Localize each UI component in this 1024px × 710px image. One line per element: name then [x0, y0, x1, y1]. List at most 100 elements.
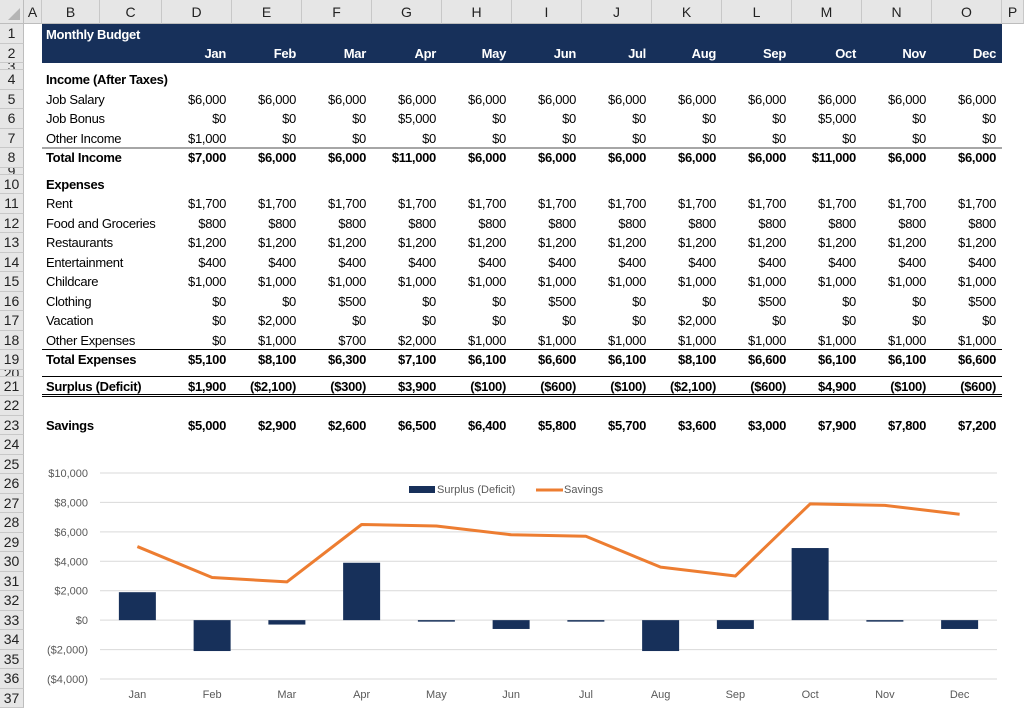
- cell-savings-jul[interactable]: $5,700: [608, 417, 646, 433]
- cell-savings-nov[interactable]: $7,800: [888, 417, 926, 433]
- cell-rent-jan[interactable]: $1,700: [188, 196, 226, 212]
- cell-job-bonus-jul[interactable]: $0: [632, 111, 646, 127]
- month-header-apr[interactable]: Apr: [414, 45, 437, 61]
- cell-job-bonus-may[interactable]: $0: [492, 111, 506, 127]
- cell-food-and-groceries-jan[interactable]: $800: [198, 215, 226, 231]
- cell-surplus-deficit-nov[interactable]: ($100): [890, 378, 926, 394]
- cell-total-income-aug[interactable]: $6,000: [678, 150, 716, 166]
- cell-total-expenses-sep[interactable]: $6,600: [748, 352, 786, 368]
- column-header-i[interactable]: I: [512, 0, 582, 24]
- cell-job-salary-may[interactable]: $6,000: [468, 91, 506, 107]
- column-header-j[interactable]: J: [582, 0, 652, 24]
- cell-other-income-may[interactable]: $0: [492, 130, 506, 146]
- cell-clothing-jul[interactable]: $0: [632, 293, 646, 309]
- cell-surplus-deficit-feb[interactable]: ($2,100): [249, 378, 296, 394]
- cell-entertainment-feb[interactable]: $400: [268, 254, 296, 270]
- row-label-food-and-groceries[interactable]: Food and Groceries: [46, 215, 156, 231]
- row-label-savings[interactable]: Savings: [46, 417, 94, 433]
- cell-total-income-mar[interactable]: $6,000: [328, 150, 366, 166]
- row-label-other-income[interactable]: Other Income: [46, 130, 122, 146]
- column-header-b[interactable]: B: [42, 0, 100, 24]
- cell-other-income-dec[interactable]: $0: [982, 130, 996, 146]
- cell-job-salary-jul[interactable]: $6,000: [608, 91, 646, 107]
- row-header-22[interactable]: 22: [0, 396, 24, 416]
- cell-other-income-apr[interactable]: $0: [422, 130, 436, 146]
- cell-childcare-mar[interactable]: $1,000: [328, 274, 366, 290]
- cell-rent-may[interactable]: $1,700: [468, 196, 506, 212]
- column-header-d[interactable]: D: [162, 0, 232, 24]
- column-header-p[interactable]: P: [1002, 0, 1024, 24]
- cell-job-bonus-oct[interactable]: $5,000: [818, 111, 856, 127]
- cell-vacation-jul[interactable]: $0: [632, 313, 646, 329]
- column-header-f[interactable]: F: [302, 0, 372, 24]
- row-header-9[interactable]: 9: [0, 167, 24, 175]
- month-header-dec[interactable]: Dec: [973, 45, 996, 61]
- row-header-21[interactable]: 21: [0, 376, 24, 396]
- cell-job-bonus-apr[interactable]: $5,000: [398, 111, 436, 127]
- cell-surplus-deficit-oct[interactable]: $4,900: [818, 378, 856, 394]
- cell-surplus-deficit-mar[interactable]: ($300): [330, 378, 366, 394]
- row-header-29[interactable]: 29: [0, 532, 24, 552]
- cell-job-bonus-sep[interactable]: $0: [772, 111, 786, 127]
- cell-food-and-groceries-apr[interactable]: $800: [408, 215, 436, 231]
- sheet-title[interactable]: Monthly Budget: [46, 26, 141, 42]
- cell-restaurants-dec[interactable]: $1,200: [958, 235, 996, 251]
- cell-childcare-nov[interactable]: $1,000: [888, 274, 926, 290]
- row-header-7[interactable]: 7: [0, 128, 24, 148]
- cell-clothing-jun[interactable]: $500: [548, 293, 576, 309]
- cell-other-expenses-sep[interactable]: $1,000: [748, 332, 786, 348]
- cell-rent-dec[interactable]: $1,700: [958, 196, 996, 212]
- cell-total-income-nov[interactable]: $6,000: [888, 150, 926, 166]
- row-label-expenses[interactable]: Expenses: [46, 176, 105, 192]
- cell-other-expenses-jan[interactable]: $0: [212, 332, 226, 348]
- cell-childcare-aug[interactable]: $1,000: [678, 274, 716, 290]
- cell-savings-mar[interactable]: $2,600: [328, 417, 366, 433]
- cell-restaurants-oct[interactable]: $1,200: [818, 235, 856, 251]
- row-header-14[interactable]: 14: [0, 252, 24, 272]
- row-header-15[interactable]: 15: [0, 272, 24, 292]
- cell-restaurants-feb[interactable]: $1,200: [258, 235, 296, 251]
- cell-surplus-deficit-may[interactable]: ($100): [470, 378, 506, 394]
- column-header-e[interactable]: E: [232, 0, 302, 24]
- cell-other-income-jul[interactable]: $0: [632, 130, 646, 146]
- cell-other-expenses-feb[interactable]: $1,000: [258, 332, 296, 348]
- cell-entertainment-nov[interactable]: $400: [898, 254, 926, 270]
- cell-food-and-groceries-dec[interactable]: $800: [968, 215, 996, 231]
- column-header-g[interactable]: G: [372, 0, 442, 24]
- row-label-childcare[interactable]: Childcare: [46, 274, 99, 290]
- cell-food-and-groceries-may[interactable]: $800: [478, 215, 506, 231]
- cell-job-bonus-dec[interactable]: $0: [982, 111, 996, 127]
- month-header-mar[interactable]: Mar: [343, 45, 367, 61]
- cell-job-salary-feb[interactable]: $6,000: [258, 91, 296, 107]
- row-header-32[interactable]: 32: [0, 591, 24, 611]
- cell-job-salary-apr[interactable]: $6,000: [398, 91, 436, 107]
- cell-total-expenses-may[interactable]: $6,100: [468, 352, 506, 368]
- cell-total-income-dec[interactable]: $6,000: [958, 150, 996, 166]
- cell-total-income-sep[interactable]: $6,000: [748, 150, 786, 166]
- cell-clothing-dec[interactable]: $500: [968, 293, 996, 309]
- cell-savings-sep[interactable]: $3,000: [748, 417, 786, 433]
- cell-surplus-deficit-jan[interactable]: $1,900: [188, 378, 226, 394]
- cell-other-expenses-mar[interactable]: $700: [338, 332, 366, 348]
- cell-surplus-deficit-apr[interactable]: $3,900: [398, 378, 436, 394]
- cell-job-salary-jan[interactable]: $6,000: [188, 91, 226, 107]
- row-header-31[interactable]: 31: [0, 571, 24, 591]
- cell-job-bonus-aug[interactable]: $0: [702, 111, 716, 127]
- month-header-oct[interactable]: Oct: [835, 45, 856, 61]
- cell-other-income-oct[interactable]: $0: [842, 130, 856, 146]
- cell-job-salary-nov[interactable]: $6,000: [888, 91, 926, 107]
- cell-rent-apr[interactable]: $1,700: [398, 196, 436, 212]
- cell-total-income-feb[interactable]: $6,000: [258, 150, 296, 166]
- cell-other-expenses-dec[interactable]: $1,000: [958, 332, 996, 348]
- cell-restaurants-aug[interactable]: $1,200: [678, 235, 716, 251]
- row-header-36[interactable]: 36: [0, 669, 24, 689]
- cell-other-expenses-apr[interactable]: $2,000: [398, 332, 436, 348]
- cell-restaurants-apr[interactable]: $1,200: [398, 235, 436, 251]
- cell-rent-nov[interactable]: $1,700: [888, 196, 926, 212]
- cell-total-expenses-jan[interactable]: $5,100: [188, 352, 226, 368]
- cell-other-income-jun[interactable]: $0: [562, 130, 576, 146]
- cell-other-income-aug[interactable]: $0: [702, 130, 716, 146]
- cell-savings-dec[interactable]: $7,200: [958, 417, 996, 433]
- cell-other-income-feb[interactable]: $0: [282, 130, 296, 146]
- cell-total-expenses-mar[interactable]: $6,300: [328, 352, 366, 368]
